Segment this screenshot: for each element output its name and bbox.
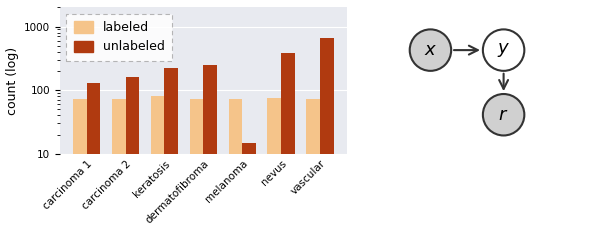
Bar [125,77,139,248]
Circle shape [483,30,524,71]
Y-axis label: count (log): count (log) [5,47,19,115]
Bar [86,83,100,248]
Bar [268,98,281,248]
Bar [306,99,320,248]
Text: $r$: $r$ [499,106,509,124]
Bar [320,38,334,248]
Text: $x$: $x$ [424,41,437,59]
Legend: labeled, unlabeled: labeled, unlabeled [66,14,172,61]
Circle shape [410,30,451,71]
Bar [112,99,125,248]
Bar [190,99,203,248]
Bar [242,143,256,248]
Circle shape [483,94,524,135]
Bar [229,99,242,248]
Bar [281,53,295,248]
Bar [151,96,164,248]
Text: $y$: $y$ [497,41,510,59]
Bar [73,99,86,248]
Bar [203,65,217,248]
Bar [164,68,178,248]
